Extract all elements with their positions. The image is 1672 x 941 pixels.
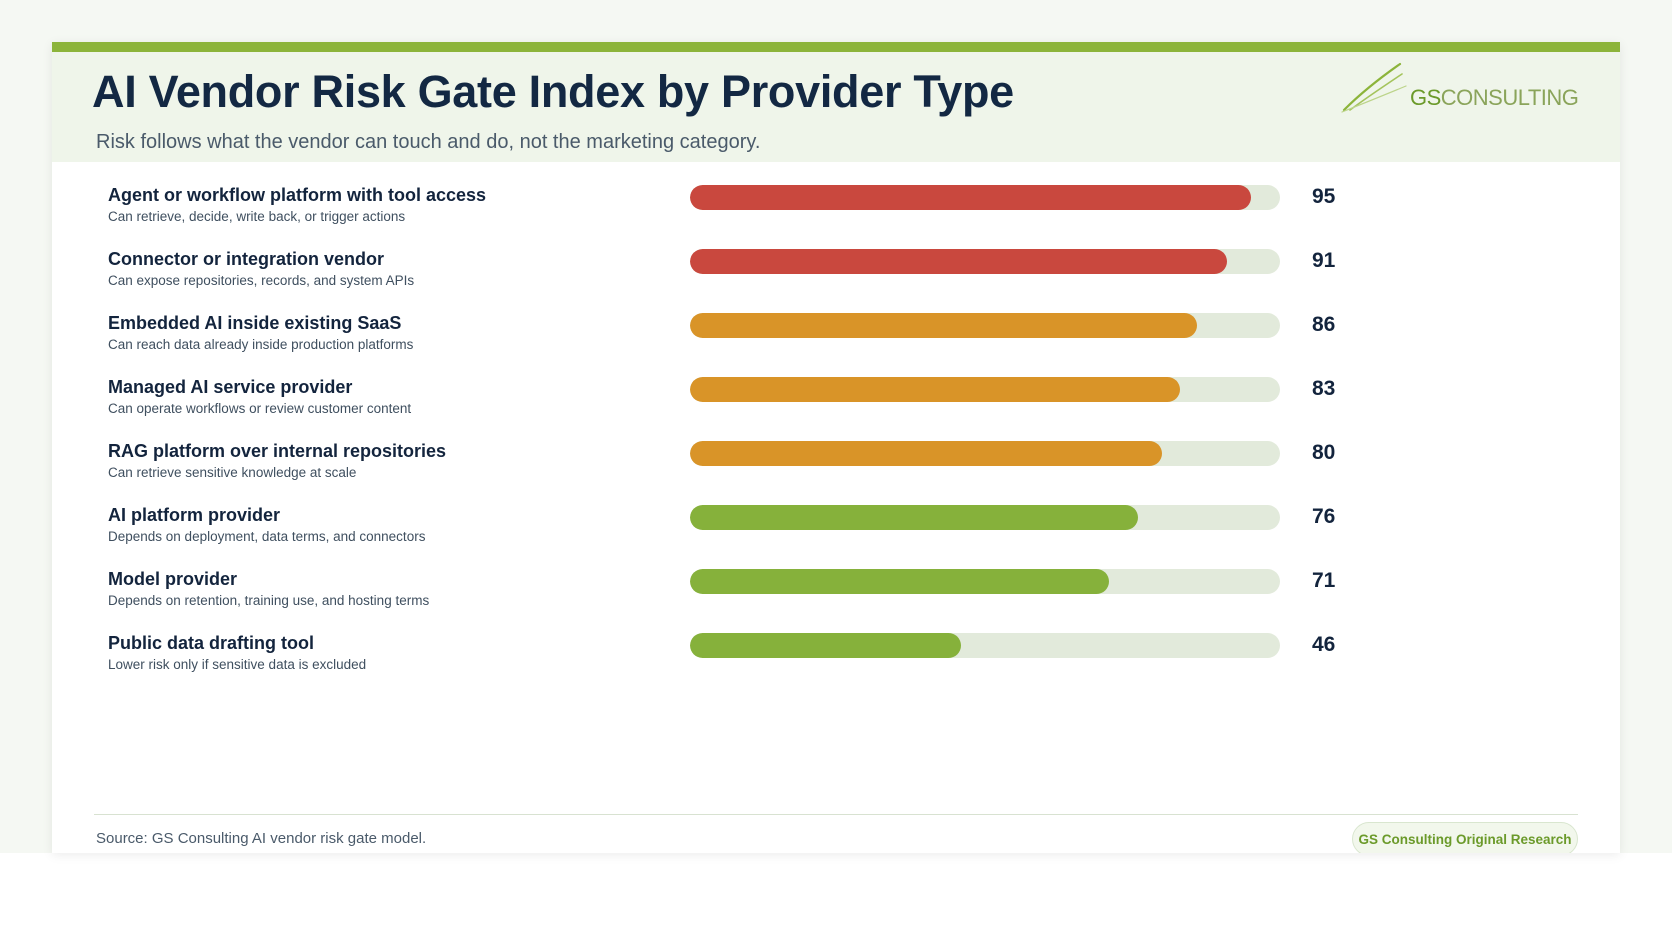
logo-wordmark: GSCONSULTING bbox=[1410, 85, 1579, 111]
bar bbox=[690, 185, 1251, 210]
category-label: Agent or workflow platform with tool acc… bbox=[108, 185, 487, 205]
bar bbox=[690, 249, 1227, 274]
gs-consulting-logo: GSCONSULTING bbox=[1340, 58, 1620, 118]
chart-row: Agent or workflow platform with tool acc… bbox=[52, 185, 1620, 245]
category-label: Model provider bbox=[108, 569, 238, 589]
footer-divider bbox=[94, 814, 1578, 815]
page-bottom-area bbox=[0, 853, 1672, 941]
value-label: 86 bbox=[1312, 313, 1336, 336]
category-description: Lower risk only if sensitive data is exc… bbox=[108, 657, 367, 672]
bar bbox=[690, 377, 1180, 402]
chart-row: Connector or integration vendor Can expos… bbox=[52, 249, 1620, 309]
category-label: Public data drafting tool bbox=[108, 633, 314, 653]
category-description: Depends on retention, training use, and … bbox=[108, 593, 430, 608]
value-label: 95 bbox=[1312, 185, 1336, 208]
bar bbox=[690, 505, 1139, 530]
bar-track bbox=[690, 377, 1280, 402]
category-description: Can retrieve sensitive knowledge at scal… bbox=[108, 465, 357, 480]
category-description: Can reach data already inside production… bbox=[108, 337, 414, 352]
bar-track bbox=[690, 313, 1280, 338]
bar bbox=[690, 313, 1198, 338]
chart-row: AI platform provider Depends on deploymen… bbox=[52, 505, 1620, 565]
chart-row: Managed AI service provider Can operate w… bbox=[52, 377, 1620, 437]
research-badge: GS Consulting Original Research bbox=[1352, 822, 1578, 853]
logo-gs: GS bbox=[1410, 85, 1441, 110]
swoosh-icon bbox=[1341, 62, 1407, 113]
bar-track bbox=[690, 249, 1280, 274]
category-label: Managed AI service provider bbox=[108, 377, 353, 397]
value-label: 80 bbox=[1312, 441, 1336, 464]
bar-track bbox=[690, 441, 1280, 466]
value-label: 46 bbox=[1312, 633, 1336, 656]
category-description: Depends on deployment, data terms, and c… bbox=[108, 529, 426, 544]
category-description: Can retrieve, decide, write back, or tri… bbox=[108, 209, 406, 224]
value-label: 91 bbox=[1312, 249, 1336, 272]
bar bbox=[690, 569, 1109, 594]
page-subtitle: Risk follows what the vendor can touch a… bbox=[96, 131, 761, 153]
category-label: Connector or integration vendor bbox=[108, 249, 385, 269]
bar-track bbox=[690, 633, 1280, 658]
chart-row: RAG platform over internal repositories C… bbox=[52, 441, 1620, 501]
header: AI Vendor Risk Gate Index by Provider Ty… bbox=[52, 52, 1620, 162]
bar-track bbox=[690, 569, 1280, 594]
bar bbox=[690, 633, 962, 658]
source-note: Source: GS Consulting AI vendor risk gat… bbox=[96, 830, 427, 847]
value-label: 83 bbox=[1312, 377, 1336, 400]
page-title: AI Vendor Risk Gate Index by Provider Ty… bbox=[92, 66, 1014, 117]
report-card: AI Vendor Risk Gate Index by Provider Ty… bbox=[52, 42, 1620, 853]
value-label: 71 bbox=[1312, 569, 1336, 592]
value-label: 76 bbox=[1312, 505, 1336, 528]
chart-row: Model provider Depends on retention, trai… bbox=[52, 569, 1620, 629]
chart-row: Public data drafting tool Lower risk only… bbox=[52, 633, 1620, 693]
category-description: Can operate workflows or review customer… bbox=[108, 401, 412, 416]
bar bbox=[690, 441, 1162, 466]
bar-track bbox=[690, 185, 1280, 210]
chart-row: Embedded AI inside existing SaaS Can reac… bbox=[52, 313, 1620, 373]
category-label: RAG platform over internal repositories bbox=[108, 441, 447, 461]
accent-bar bbox=[52, 42, 1620, 52]
logo-consulting: CONSULTING bbox=[1440, 85, 1579, 110]
category-label: AI platform provider bbox=[108, 505, 281, 525]
category-label: Embedded AI inside existing SaaS bbox=[108, 313, 402, 333]
category-description: Can expose repositories, records, and sy… bbox=[108, 273, 415, 288]
bar-track bbox=[690, 505, 1280, 530]
